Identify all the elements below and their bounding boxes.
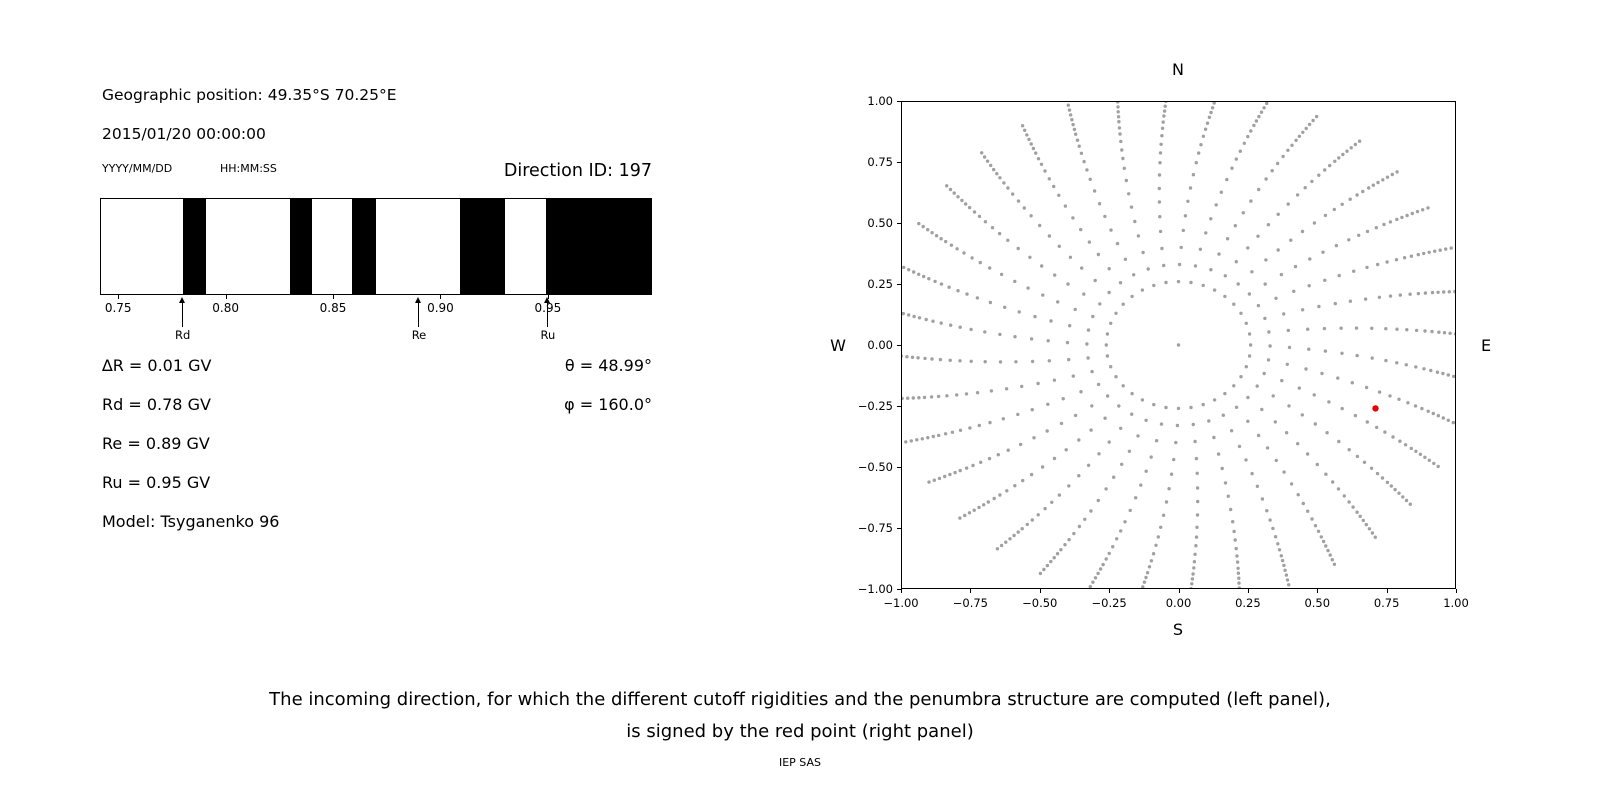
y-tick-label: −1.00 xyxy=(857,582,893,596)
x-tick-mark xyxy=(1247,589,1249,593)
direction-plot-svg xyxy=(901,101,1456,589)
penumbra-axis-tick-label: 0.85 xyxy=(319,301,347,315)
datetime-label: 2015/01/20 00:00:00 xyxy=(102,125,266,143)
penumbra-axis-tick xyxy=(118,295,120,299)
caption-line2: is signed by the red point (right panel) xyxy=(626,721,974,742)
red-point xyxy=(1372,405,1379,412)
penumbra-axis-tick-label: 0.90 xyxy=(427,301,454,315)
caption-line1: The incoming direction, for which the di… xyxy=(269,689,1331,710)
x-tick-mark xyxy=(970,589,972,593)
compass-south-label: S xyxy=(1172,620,1184,639)
re-value: Re = 0.89 GV xyxy=(102,434,210,453)
compass-west-label: W xyxy=(830,336,846,355)
penumbra-bar xyxy=(100,198,652,295)
x-tick-mark xyxy=(901,589,902,593)
compass-east-label: E xyxy=(1480,336,1492,355)
cutoff-marker-label: Ru xyxy=(540,328,556,342)
cutoff-arrow-line xyxy=(418,303,420,327)
direction-id-label: Direction ID: 197 xyxy=(503,161,652,181)
compass-north-label: N xyxy=(1172,60,1184,79)
x-tick-label: 1.00 xyxy=(1443,596,1469,610)
y-tick-mark xyxy=(897,528,901,529)
penumbra-axis-tick-label: 0.80 xyxy=(212,301,239,315)
cutoff-arrow-icon xyxy=(415,297,422,303)
y-tick-label: 1.00 xyxy=(867,94,893,108)
cutoff-arrow-icon xyxy=(544,297,551,303)
cutoff-arrow-line xyxy=(182,303,184,327)
cutoff-arrow-line xyxy=(547,303,549,327)
date-format-label: YYYY/MM/DD xyxy=(102,162,173,175)
y-tick-mark xyxy=(897,284,901,285)
x-tick-label: 0.25 xyxy=(1235,596,1261,610)
penumbra-band xyxy=(459,199,505,294)
cutoff-marker-label: Rd xyxy=(174,328,191,342)
penumbra-axis-tick xyxy=(225,295,227,299)
x-tick-label: 0.75 xyxy=(1373,596,1400,610)
y-tick-mark xyxy=(897,162,901,163)
x-tick-label: −0.50 xyxy=(1022,596,1058,610)
penumbra-axis: 0.750.800.850.900.95RdReRu xyxy=(101,295,651,355)
y-tick-label: 0.00 xyxy=(867,338,893,352)
y-tick-label: −0.50 xyxy=(857,460,893,474)
x-tick-label: 0.00 xyxy=(1165,596,1192,610)
rd-value: Rd = 0.78 GV xyxy=(102,395,211,414)
cutoff-marker-label: Re xyxy=(411,328,427,342)
x-tick-mark xyxy=(1317,589,1319,593)
x-tick-label: −1.00 xyxy=(883,596,919,610)
delta-r-value: ∆R = 0.01 GV xyxy=(102,356,212,375)
x-tick-label: −0.25 xyxy=(1091,596,1127,610)
x-tick-mark xyxy=(1178,589,1180,593)
x-tick-label: 0.50 xyxy=(1304,596,1331,610)
y-tick-label: −0.75 xyxy=(857,521,893,535)
x-tick-mark xyxy=(1386,589,1388,593)
x-tick-mark xyxy=(1109,589,1111,593)
phi-value: φ = 160.0° xyxy=(564,395,652,414)
cutoff-arrow-icon xyxy=(179,297,186,303)
penumbra-axis-tick xyxy=(440,295,442,299)
y-tick-mark xyxy=(897,467,901,468)
ru-value: Ru = 0.95 GV xyxy=(102,473,211,492)
y-tick-mark xyxy=(897,589,901,590)
y-tick-label: −0.25 xyxy=(857,399,893,413)
penumbra-axis-tick-label: 0.75 xyxy=(104,301,132,315)
penumbra-band xyxy=(352,199,376,294)
y-tick-label: 0.75 xyxy=(867,155,893,169)
x-tick-mark xyxy=(1456,589,1457,593)
credit-label: IEP SAS xyxy=(778,756,822,769)
time-format-label: HH:MM:SS xyxy=(220,162,277,175)
penumbra-band xyxy=(290,199,312,294)
y-tick-mark xyxy=(897,345,901,346)
x-tick-mark xyxy=(1039,589,1041,593)
model-label: Model: Tsyganenko 96 xyxy=(102,512,280,531)
geo-position-label: Geographic position: 49.35°S 70.25°E xyxy=(102,86,397,104)
y-tick-label: 0.25 xyxy=(867,277,893,291)
penumbra-band xyxy=(182,199,207,294)
y-tick-mark xyxy=(897,406,901,407)
y-tick-label: 0.50 xyxy=(867,216,893,230)
penumbra-band xyxy=(545,199,651,294)
y-tick-mark xyxy=(897,101,901,102)
y-tick-mark xyxy=(897,223,901,224)
penumbra-axis-tick xyxy=(333,295,335,299)
gray-dots xyxy=(901,101,1456,589)
x-tick-label: −0.75 xyxy=(952,596,988,610)
theta-value: θ = 48.99° xyxy=(564,356,652,375)
